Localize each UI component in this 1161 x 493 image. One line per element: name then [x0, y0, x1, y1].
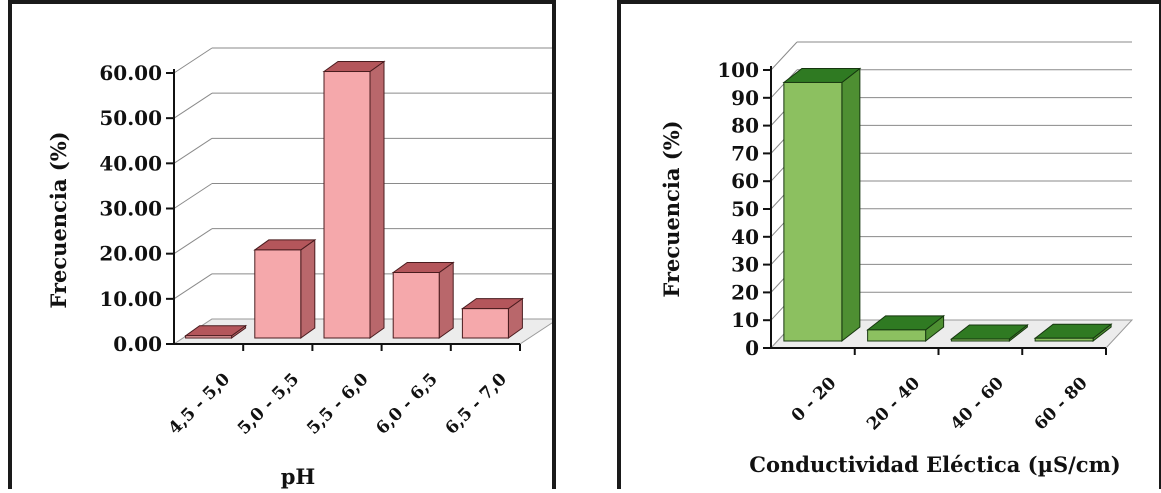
ph-y-tick-label: 60.00 — [99, 61, 162, 85]
ce-y-tick-label: 40 — [731, 225, 759, 249]
ph-grid-depth-line — [173, 47, 213, 74]
ce-bar — [782, 67, 862, 343]
ce-y-tick-label: 50 — [731, 197, 759, 221]
ph-bar-side — [369, 60, 385, 339]
ce-bar — [1033, 323, 1113, 343]
ce-y-tick-label: 10 — [731, 308, 759, 332]
ph-y-axis-label: Frecuencia (%) — [46, 131, 71, 308]
ph-category-label: 5,0 - 5,5 — [234, 369, 303, 438]
ph-bar-front — [185, 335, 233, 339]
ph-bar — [322, 60, 386, 339]
ph-category-label: 6,0 - 6,5 — [372, 369, 441, 438]
ce-category-label: 0 - 20 — [788, 373, 841, 426]
ce-y-tick-label: 20 — [731, 280, 759, 304]
ce-bar — [866, 314, 946, 343]
ph-grid-depth-line — [173, 137, 213, 164]
ce-grid-depth-line — [770, 41, 798, 71]
ph-bar-side — [300, 238, 316, 339]
ce-category-label: 20 - 40 — [863, 373, 924, 434]
ph-bar-front — [392, 272, 440, 339]
ce-bar-front — [1034, 337, 1094, 342]
ph-x-axis-label: pH — [281, 464, 316, 489]
ph-y-tick-label: 20.00 — [99, 242, 162, 266]
ph-bar — [391, 261, 455, 339]
ph-grid-depth-line — [173, 273, 213, 300]
conductivity-y-axis-label: Frecuencia (%) — [659, 120, 684, 297]
ph-grid-depth-line — [173, 228, 213, 255]
ph-grid-depth-line — [173, 183, 213, 209]
ph-y-tick-label: 0.00 — [113, 332, 162, 356]
ce-y-tick-label: 30 — [731, 253, 759, 277]
ce-y-tick-label: 80 — [731, 114, 759, 138]
ph-bar-front — [461, 308, 509, 339]
conductivity-chart-panel: 0 10 20 30 40 50 60 70 80 90 100 0 - 20 20 - 40 40 -… — [617, 0, 1161, 489]
ce-category-label: 60 - 80 — [1031, 373, 1092, 434]
ph-bar — [253, 238, 317, 339]
ce-y-tick-label: 60 — [731, 169, 759, 193]
ce-bar-side — [841, 67, 861, 343]
ph-y-tick-label: 30.00 — [99, 197, 162, 221]
ce-bar-front — [783, 81, 843, 342]
ph-chart: 0.00 10.00 20.00 30.00 40.00 50.00 60.00 4,5 -… — [46, 47, 552, 489]
ph-y-tick-label: 50.00 — [99, 106, 162, 130]
ph-bar — [460, 297, 524, 339]
ph-grid-depth-line — [173, 92, 213, 119]
ce-bar-front — [867, 329, 927, 342]
conductivity-x-axis-label: Conductividad Eléctica (µS/cm) — [749, 452, 1120, 477]
ph-bar — [184, 324, 248, 339]
ph-category-label: 4,5 - 5,0 — [165, 369, 234, 438]
ph-category-label: 5,5 - 6,0 — [303, 369, 372, 438]
ph-category-label: 6,5 - 7,0 — [442, 369, 511, 438]
ce-y-tick-label: 90 — [731, 86, 759, 110]
ph-bar-front — [254, 249, 302, 339]
conductivity-chart: 0 10 20 30 40 50 60 70 80 90 100 0 - 20 20 - 40 40 -… — [659, 41, 1134, 477]
ce-bar — [949, 323, 1029, 343]
ph-chart-panel: 0.00 10.00 20.00 30.00 40.00 50.00 60.00 4,5 -… — [8, 0, 556, 489]
ce-y-tick-label: 70 — [731, 141, 759, 165]
ph-bar-front — [323, 71, 371, 339]
ce-category-label: 40 - 60 — [947, 373, 1008, 434]
ph-y-tick-label: 40.00 — [99, 151, 162, 175]
ph-bar-side — [438, 261, 454, 339]
ce-y-tick-label: 100 — [717, 58, 759, 82]
ph-y-tick-label: 10.00 — [99, 287, 162, 311]
ce-bar-front — [950, 338, 1010, 342]
ce-y-tick-label: 0 — [745, 336, 759, 360]
